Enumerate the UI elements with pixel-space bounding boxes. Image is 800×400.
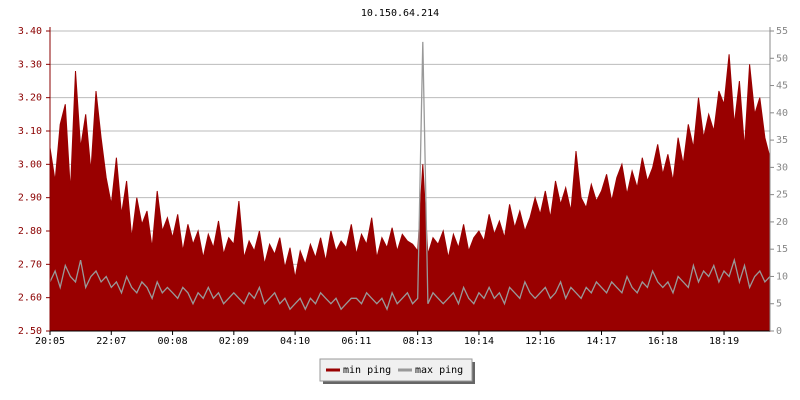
legend-label: max ping <box>415 365 463 376</box>
y2-tick-label: 35 <box>776 135 788 146</box>
x-tick-label: 14:17 <box>586 336 616 347</box>
line <box>49 41 771 311</box>
y-tick-label: 3.20 <box>18 93 42 104</box>
x-tick-label: 02:09 <box>219 336 249 347</box>
y-tick-label: 2.80 <box>18 226 42 237</box>
y2-tick-label: 30 <box>776 162 788 173</box>
y-tick-label: 3.10 <box>18 126 42 137</box>
x-tick-label: 08:13 <box>403 336 433 347</box>
y-tick-label: 3.30 <box>18 59 42 70</box>
y2-tick-label: 0 <box>776 326 782 337</box>
y2-tick-label: 10 <box>776 271 788 282</box>
y-tick-label: 2.70 <box>18 259 42 270</box>
y-tick-label: 2.60 <box>18 293 42 304</box>
y2-tick-label: 45 <box>776 81 788 92</box>
x-tick-label: 06:11 <box>341 336 371 347</box>
x-tick-label: 20:05 <box>35 336 65 347</box>
y-tick-label: 3.00 <box>18 159 42 170</box>
chart-title: 10.150.64.214 <box>361 8 439 19</box>
y-tick-label: 3.40 <box>18 26 42 37</box>
y-tick-label: 2.50 <box>18 326 42 337</box>
legend-box <box>319 358 473 382</box>
x-tick-label: 18:19 <box>709 336 739 347</box>
y2-tick-label: 50 <box>776 53 788 64</box>
x-tick-label: 00:08 <box>157 336 187 347</box>
y2-tick-label: 15 <box>776 244 788 255</box>
y2-tick-label: 20 <box>776 217 788 228</box>
area <box>49 54 771 332</box>
x-tick-label: 16:18 <box>648 336 678 347</box>
x-tick-label: 04:10 <box>280 336 310 347</box>
y2-tick-label: 40 <box>776 108 788 119</box>
x-tick-label: 10:14 <box>464 336 494 347</box>
legend-label: min ping <box>343 365 391 376</box>
y2-tick-label: 55 <box>776 26 788 37</box>
y2-tick-label: 25 <box>776 190 788 201</box>
x-tick-label: 22:07 <box>96 336 126 347</box>
x-tick-label: 12:16 <box>525 336 555 347</box>
y2-tick-label: 5 <box>776 299 782 310</box>
y-tick-label: 2.90 <box>18 193 42 204</box>
